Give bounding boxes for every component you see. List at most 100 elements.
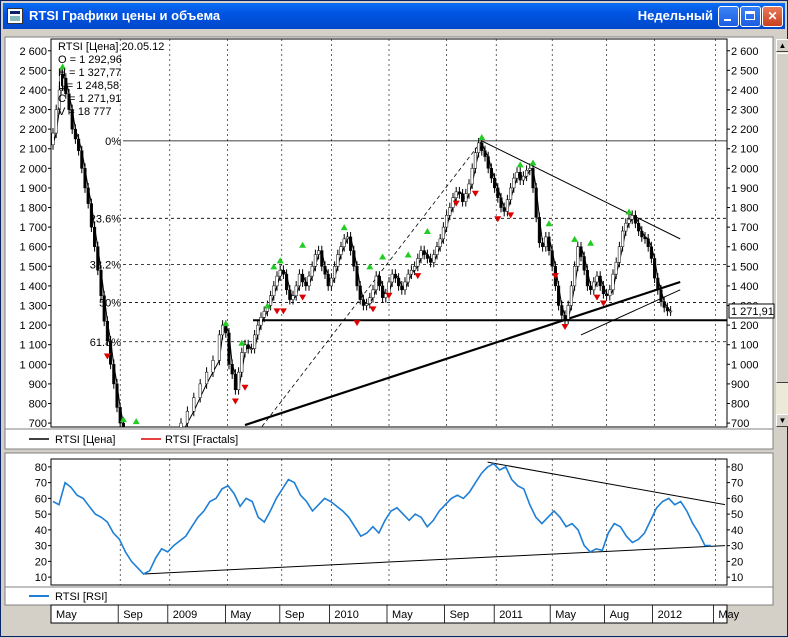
- price-y-tick-label-right: 2 300: [731, 105, 759, 117]
- price-candle: [477, 142, 481, 153]
- price-candle: [54, 109, 58, 134]
- price-y-tick-label: 1 500: [19, 261, 47, 273]
- price-candle: [304, 281, 308, 287]
- price-candle: [633, 215, 637, 224]
- x-axis-label: Sep: [450, 609, 470, 621]
- price-candle: [621, 230, 625, 247]
- rsi-y-tick-label: 40: [35, 525, 47, 537]
- price-y-tick-label-right: 1 100: [731, 340, 759, 352]
- price-candle: [240, 352, 244, 373]
- fractal-up-marker: [587, 239, 595, 246]
- rsi-line: [52, 462, 711, 575]
- price-candle: [637, 222, 641, 232]
- scroll-up-arrow-icon[interactable]: ▲: [776, 39, 788, 52]
- scroll-down-arrow-icon[interactable]: ▼: [776, 414, 788, 427]
- price-y-tick-label: 2 600: [19, 46, 47, 58]
- x-axis-label: 2010: [334, 609, 358, 621]
- price-candle: [409, 269, 413, 275]
- fractal-up-marker: [478, 133, 486, 140]
- price-y-tick-label: 1 400: [19, 281, 47, 293]
- price-candle: [614, 262, 618, 275]
- price-candle: [515, 172, 519, 179]
- price-candle: [301, 273, 305, 283]
- title-bar[interactable]: RTSI Графики цены и объема Недельный ✕: [3, 3, 785, 29]
- price-candle: [387, 281, 391, 294]
- legend-fractals-label: RTSI [Fractals]: [165, 434, 238, 446]
- price-candle: [365, 303, 369, 306]
- price-candle: [643, 236, 647, 240]
- price-candle: [361, 299, 365, 306]
- minimize-button[interactable]: [718, 6, 739, 27]
- fractal-up-marker: [625, 208, 633, 215]
- price-candle: [249, 348, 253, 350]
- close-button[interactable]: ✕: [762, 6, 783, 27]
- price-candle: [480, 142, 484, 151]
- x-axis-label: May: [718, 609, 739, 621]
- x-axis-label: 2011: [499, 609, 523, 621]
- price-candle: [211, 360, 215, 373]
- price-candle: [531, 168, 535, 189]
- price-candle: [573, 266, 577, 287]
- price-candle: [93, 226, 97, 247]
- price-y-tick-label: 2 400: [19, 85, 47, 97]
- price-candle: [233, 373, 237, 391]
- price-candle: [665, 307, 669, 312]
- info-line: O = 1 292,96: [58, 54, 122, 66]
- price-candle: [51, 132, 55, 146]
- price-candle: [102, 295, 106, 322]
- price-trendline: [244, 280, 681, 427]
- rsi-y-axis-left: 80 70 60 50 40 30 20 10: [35, 462, 51, 584]
- price-candle: [224, 324, 228, 334]
- price-candle: [419, 250, 423, 259]
- price-candle: [377, 275, 381, 287]
- price-candle: [64, 77, 68, 95]
- price-candle: [662, 301, 666, 308]
- fractal-up-marker: [59, 63, 67, 70]
- fractal-up-marker: [222, 320, 230, 327]
- period-label[interactable]: Недельный: [637, 8, 713, 23]
- price-candle: [118, 407, 122, 424]
- price-candle: [221, 324, 225, 336]
- fractal-down-marker: [273, 308, 281, 315]
- fractal-up-marker: [366, 263, 374, 270]
- price-candle: [429, 258, 433, 263]
- price-trendline: [481, 140, 681, 240]
- price-y-tick-label-right: 2 500: [731, 65, 759, 77]
- fractal-down-marker: [507, 212, 515, 219]
- fractal-up-marker: [404, 251, 412, 258]
- price-candle: [592, 281, 596, 291]
- price-candle: [640, 230, 644, 238]
- price-candle: [294, 285, 298, 296]
- fractal-up-marker: [529, 159, 537, 166]
- price-candle: [269, 295, 273, 306]
- price-candle: [454, 191, 458, 198]
- price-candle: [326, 273, 330, 287]
- price-candle: [483, 150, 487, 157]
- price-candle: [416, 258, 420, 267]
- price-candle: [656, 277, 660, 291]
- info-line: V = 18 777: [58, 106, 112, 118]
- price-candle: [112, 364, 116, 385]
- price-candle: [563, 315, 567, 320]
- price-candle: [617, 246, 621, 263]
- rsi-y-tick-label: 50: [35, 509, 47, 521]
- price-candle: [185, 411, 189, 424]
- price-candle: [349, 236, 353, 251]
- price-candle: [336, 254, 340, 267]
- app-icon[interactable]: [7, 8, 23, 24]
- price-candle: [345, 236, 349, 240]
- fib-level-label: 61.8%: [90, 337, 121, 349]
- price-candle: [470, 168, 474, 185]
- price-candle: [393, 273, 397, 279]
- price-candle: [288, 289, 292, 300]
- maximize-button[interactable]: [740, 6, 761, 27]
- vertical-scrollbar[interactable]: ▲ ▼: [776, 39, 788, 427]
- price-candle: [425, 254, 429, 259]
- price-y-tick-label-right: 1 200: [731, 320, 759, 332]
- scroll-thumb[interactable]: [776, 53, 788, 383]
- rsi-y-tick-label-right: 20: [731, 556, 743, 568]
- rsi-y-tick-label: 80: [35, 462, 47, 474]
- price-candle: [317, 250, 321, 255]
- price-candle: [601, 285, 605, 294]
- fractal-down-marker: [494, 216, 502, 223]
